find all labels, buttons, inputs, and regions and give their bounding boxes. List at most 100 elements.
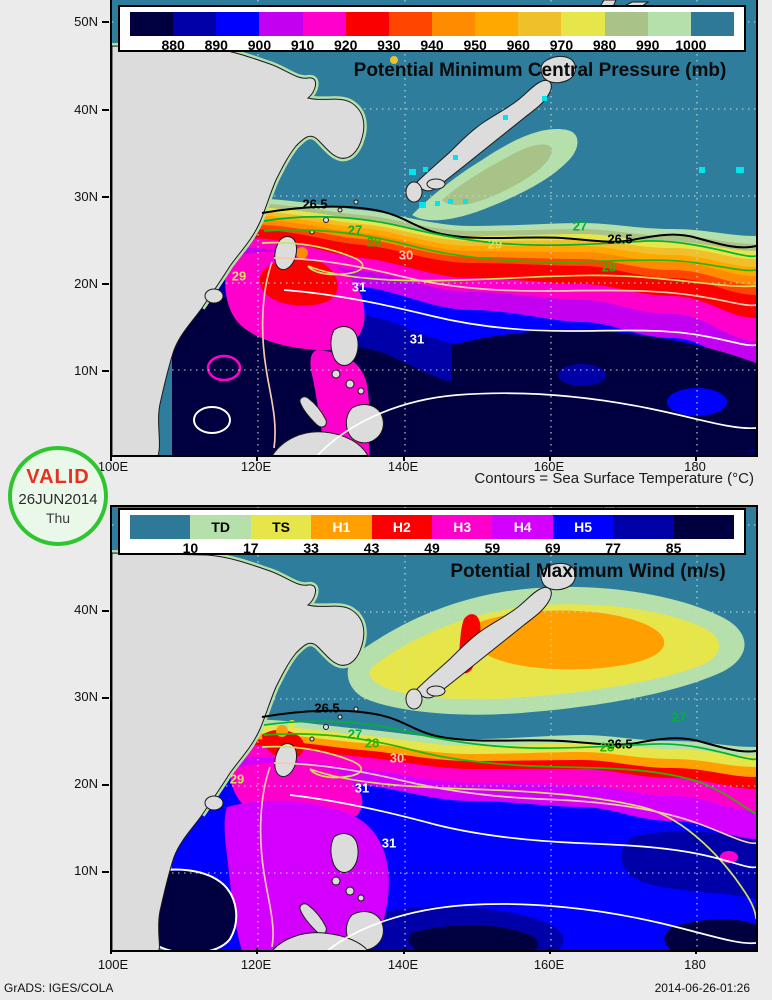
xtick-160e: 160E: [533, 957, 565, 972]
colorbar-category-label: H4: [513, 519, 532, 535]
colorbar-category-label: H5: [574, 519, 592, 535]
colorbar-segment: [604, 12, 648, 36]
darknavy-blob-2: [408, 925, 539, 950]
hainan: [204, 288, 224, 304]
ytick-20n: 20N: [74, 276, 98, 291]
svg-text:26.5: 26.5: [302, 196, 327, 211]
palawan: [299, 396, 327, 428]
colorbar-tick-label: 43: [363, 540, 380, 556]
contour-26p5: [261, 205, 756, 249]
svg-text:29: 29: [230, 771, 244, 786]
stamp-date: 26JUN2014: [18, 491, 98, 508]
colorbar-tick-label: 900: [247, 37, 272, 53]
contour-27: [263, 215, 756, 258]
japan-hokkaido: [540, 55, 576, 84]
contour-27: [263, 720, 756, 761]
pressure-panel-title: Potential Minimum Central Pressure (mb): [353, 60, 727, 81]
mainland: [112, 45, 365, 455]
taiwan: [274, 236, 297, 271]
kyushu: [405, 181, 423, 203]
stamp-valid-label: VALID: [26, 466, 90, 488]
svg-text:28: 28: [365, 735, 379, 750]
colorbar-segment: [173, 12, 217, 36]
colorbar-segment: [475, 12, 519, 36]
pressure-colorbar-ticks: 880 890 900 910 920 930 940 950 960 970 980 990 1000: [130, 36, 734, 53]
svg-text:26.5: 26.5: [607, 736, 632, 751]
grads-credit: GrADS: IGES/COLA: [4, 981, 114, 995]
contour-28: [263, 733, 756, 815]
colorbar-tick-label: 980: [592, 37, 617, 53]
ytick-40n: 40N: [74, 602, 98, 617]
timestamp: 2014-06-26-01:26: [654, 981, 750, 995]
colorbar-segment: [561, 12, 605, 36]
colorbar-tick-label: 49: [424, 540, 440, 556]
colorbar-segment: [259, 12, 303, 36]
colorbar-segment: [388, 12, 432, 36]
colorbar-tick-label: 910: [290, 37, 315, 53]
colorbar-category-label: H2: [392, 519, 411, 535]
xtick-160e: 160E: [533, 459, 565, 474]
ytick-10n: 10N: [74, 863, 98, 878]
kyushu: [405, 688, 423, 710]
svg-text:31: 31: [410, 331, 424, 346]
contour-28: [263, 229, 756, 272]
xtick-120e: 120E: [240, 957, 272, 972]
svg-text:28: 28: [367, 234, 381, 249]
colorbar-segment: H4: [492, 515, 553, 539]
landmasses: [112, 0, 650, 455]
contour-30: [261, 257, 756, 449]
svg-text:26.5: 26.5: [607, 231, 632, 246]
wind-colorbar-ticks: 10 17 33 43 49 59 69 77 85: [130, 539, 734, 556]
pressure-colorbar-strip: [130, 12, 734, 36]
landmasses: [112, 507, 617, 950]
colorbar-tick-label: 930: [377, 37, 401, 53]
contour-29: [261, 745, 756, 920]
svg-text:31: 31: [355, 780, 369, 795]
svg-text:29: 29: [232, 268, 246, 283]
svg-text:30: 30: [399, 247, 413, 262]
xtick-180: 180: [684, 459, 706, 474]
colorbar-segment: [518, 12, 562, 36]
colorbar-segment: [647, 12, 691, 36]
colorbar-segment: [345, 12, 389, 36]
wind-map: 26.5 26.5 27 27 28 28 29 30 31 31: [110, 505, 758, 952]
colorbar-segment: [130, 515, 191, 539]
colorbar-tick-label: 960: [506, 37, 530, 53]
colorbar-tick-label: 970: [549, 37, 574, 53]
mindanao: [345, 404, 384, 444]
xtick-100e: 100E: [97, 459, 129, 474]
pressure-map: 26.5 26.5 27 27 28 28 29 29 30 31 31: [110, 0, 758, 457]
ytick-30n: 30N: [74, 689, 98, 704]
colorbar-segment: TD: [190, 515, 251, 539]
ytick-10n: 10N: [74, 363, 98, 378]
pressure-colorbar: 880 890 900 910 920 930 940 950 960 970 980 990 1000: [118, 5, 746, 53]
obs-dots: [409, 96, 744, 208]
colorbar-tick-label: 880: [161, 37, 185, 53]
colorbar-tick-label: 1000: [675, 37, 707, 53]
colorbar-tick-label: 17: [243, 540, 259, 556]
se-darknavy-blob: [452, 330, 756, 452]
svg-text:28: 28: [602, 259, 616, 274]
luzon: [330, 833, 359, 873]
contour-29: [261, 241, 756, 288]
colorbar-segment: [216, 12, 260, 36]
shikoku: [426, 178, 446, 190]
colorbar-tick-label: 85: [665, 540, 682, 556]
colorbar-segment: [690, 12, 734, 36]
colorbar-tick-label: 69: [545, 540, 561, 556]
wind-colorbar: TD TS H1 H2 H3 H4 H5 10 17 33 43 49 59 69 77 85: [118, 508, 746, 556]
colorbar-tick-label: 59: [484, 540, 501, 556]
hainan: [204, 795, 224, 811]
contour-30: [259, 762, 756, 948]
colorbar-segment: [302, 12, 346, 36]
colorbar-segment: H1: [311, 515, 372, 539]
sst-contour-labels: 26.5 26.5 27 27 28 28 29 29 30 31 31: [232, 196, 633, 346]
ytick-50n: 50N: [74, 14, 98, 29]
contour-31: [283, 289, 756, 455]
japan-honshu: [416, 586, 552, 699]
colorbar-segment: [673, 515, 735, 539]
svg-text:27: 27: [348, 222, 362, 237]
svg-text:27: 27: [348, 726, 362, 741]
wind-colorbar-strip: TD TS H1 H2 H3 H4 H5: [130, 515, 735, 539]
scs-blob-2: [193, 406, 231, 434]
